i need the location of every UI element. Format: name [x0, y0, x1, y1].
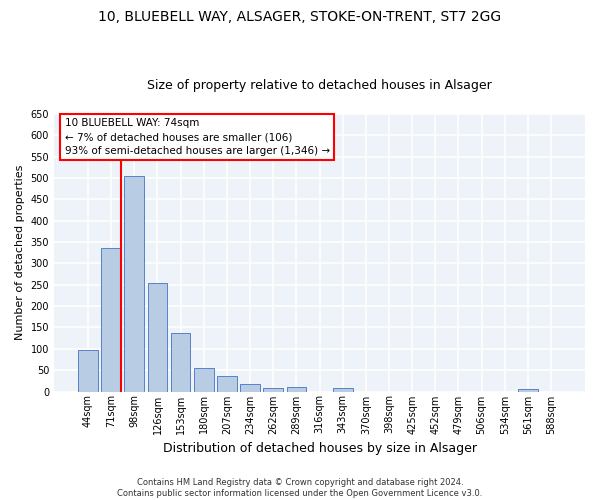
Text: Contains HM Land Registry data © Crown copyright and database right 2024.
Contai: Contains HM Land Registry data © Crown c… [118, 478, 482, 498]
Bar [263, 388, 283, 392]
Text: 10, BLUEBELL WAY, ALSAGER, STOKE-ON-TRENT, ST7 2GG: 10, BLUEBELL WAY, ALSAGER, STOKE-ON-TREN… [98, 10, 502, 24]
Bar [148, 284, 167, 392]
Bar [518, 390, 538, 392]
Bar [240, 384, 260, 392]
Title: Size of property relative to detached houses in Alsager: Size of property relative to detached ho… [147, 79, 492, 92]
Bar [78, 350, 98, 392]
Bar [333, 388, 353, 392]
Bar [287, 387, 306, 392]
Bar [217, 376, 237, 392]
X-axis label: Distribution of detached houses by size in Alsager: Distribution of detached houses by size … [163, 442, 476, 455]
Bar [101, 248, 121, 392]
Text: 10 BLUEBELL WAY: 74sqm
← 7% of detached houses are smaller (106)
93% of semi-det: 10 BLUEBELL WAY: 74sqm ← 7% of detached … [65, 118, 330, 156]
Y-axis label: Number of detached properties: Number of detached properties [15, 165, 25, 340]
Bar [171, 332, 190, 392]
Bar [194, 368, 214, 392]
Bar [124, 176, 144, 392]
